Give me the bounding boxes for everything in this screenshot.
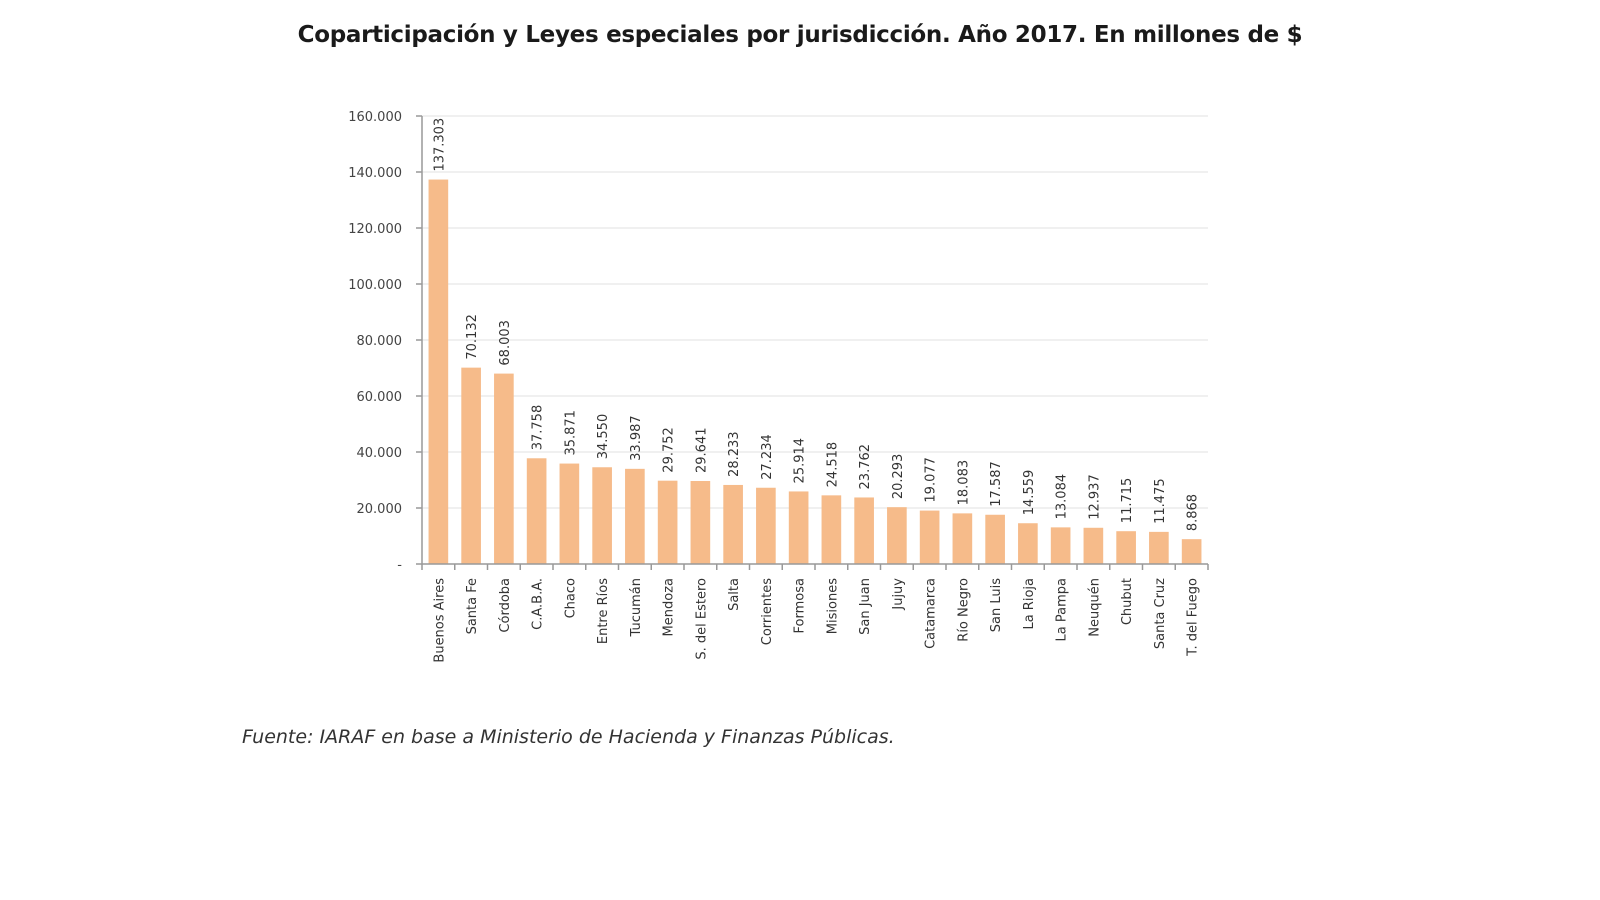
y-tick-label: 80.000 bbox=[357, 334, 403, 349]
category-label: Mendoza bbox=[662, 578, 677, 636]
category-label: T. del Fuego bbox=[1186, 578, 1201, 657]
bar bbox=[1083, 527, 1104, 564]
category-label: C.A.B.A. bbox=[531, 578, 546, 630]
bar bbox=[1050, 527, 1071, 564]
bar bbox=[919, 510, 940, 564]
bar bbox=[559, 463, 580, 564]
data-label: 37.758 bbox=[531, 405, 546, 451]
bar bbox=[625, 468, 645, 564]
category-label: La Rioja bbox=[1022, 578, 1037, 630]
category-label: Salta bbox=[727, 578, 742, 611]
category-label: Misiones bbox=[825, 578, 840, 634]
data-label: 23.762 bbox=[858, 444, 873, 490]
data-label: 34.550 bbox=[596, 414, 611, 460]
y-tick-label: 140.000 bbox=[348, 166, 402, 181]
bar bbox=[1116, 531, 1136, 564]
y-tick-label: 120.000 bbox=[348, 222, 402, 237]
bar bbox=[756, 487, 776, 564]
data-label: 27.234 bbox=[760, 434, 775, 480]
y-tick-label: 20.000 bbox=[357, 502, 403, 517]
bar bbox=[494, 373, 514, 564]
data-label: 8.868 bbox=[1186, 494, 1201, 531]
data-label: 11.475 bbox=[1153, 478, 1168, 524]
category-label: Neuquén bbox=[1087, 578, 1102, 637]
category-label: Catamarca bbox=[924, 578, 939, 649]
x-axis: Buenos Aires Santa Fe Córdoba C.A.B.A. Chaco… bbox=[421, 563, 1209, 663]
category-label: Jujuy bbox=[891, 578, 906, 611]
bar bbox=[985, 514, 1005, 564]
data-label: 29.752 bbox=[662, 427, 677, 473]
data-label: 19.077 bbox=[924, 457, 939, 503]
category-label: Buenos Aires bbox=[432, 578, 447, 663]
data-label: 13.084 bbox=[1055, 474, 1070, 520]
category-label: Santa Fe bbox=[465, 578, 480, 634]
source-note: Fuente: IARAF en base a Ministerio de Ha… bbox=[242, 726, 895, 748]
category-label: La Pampa bbox=[1055, 578, 1070, 641]
data-label: 17.587 bbox=[989, 461, 1004, 507]
bar bbox=[723, 484, 743, 564]
bar bbox=[1018, 523, 1038, 564]
chart-title: Coparticipación y Leyes especiales por j… bbox=[297, 22, 1303, 48]
data-label: 14.559 bbox=[1022, 470, 1037, 516]
data-label: 24.518 bbox=[825, 442, 840, 488]
bar bbox=[526, 458, 547, 564]
y-tick-label: 60.000 bbox=[357, 390, 403, 405]
data-label: 28.233 bbox=[727, 431, 742, 477]
data-label: 68.003 bbox=[498, 320, 513, 366]
y-axis: - 20.000 40.000 60.000 80.000 100.000 120.000 1… bbox=[348, 110, 423, 573]
data-label: 70.132 bbox=[465, 314, 480, 360]
data-label: 20.293 bbox=[891, 454, 906, 500]
gridlines bbox=[422, 115, 1208, 509]
category-label: Córdoba bbox=[498, 578, 513, 633]
category-label: Formosa bbox=[793, 578, 808, 633]
category-label: San Juan bbox=[858, 578, 873, 635]
bar bbox=[428, 179, 449, 564]
bar bbox=[1181, 539, 1202, 564]
bar bbox=[821, 495, 842, 564]
y-tick-label: 160.000 bbox=[348, 110, 402, 125]
y-tick-label: - bbox=[397, 558, 402, 573]
data-label: 33.987 bbox=[629, 415, 644, 461]
category-label: Corrientes bbox=[760, 578, 775, 645]
bar bbox=[952, 513, 973, 564]
category-label: Tucumán bbox=[629, 578, 644, 637]
data-label: 35.871 bbox=[563, 410, 578, 456]
category-label: Santa Cruz bbox=[1153, 578, 1168, 649]
bar bbox=[461, 367, 481, 564]
bar bbox=[690, 481, 711, 564]
data-label: 11.715 bbox=[1120, 478, 1135, 524]
y-tick-label: 40.000 bbox=[357, 446, 403, 461]
y-tick-label: 100.000 bbox=[348, 278, 402, 293]
bar bbox=[788, 491, 809, 564]
category-label: Río Negro bbox=[956, 578, 971, 642]
data-label: 137.303 bbox=[432, 118, 447, 172]
data-label: 12.937 bbox=[1087, 474, 1102, 520]
data-label: 25.914 bbox=[793, 438, 808, 484]
category-label: Chubut bbox=[1120, 578, 1135, 625]
bar bbox=[592, 467, 612, 564]
data-label: 29.641 bbox=[694, 428, 709, 474]
category-label: S. del Estero bbox=[694, 578, 709, 660]
category-label: Entre Ríos bbox=[596, 578, 611, 644]
data-label: 18.083 bbox=[956, 460, 971, 506]
bar bbox=[854, 497, 874, 564]
bar bbox=[1149, 531, 1169, 564]
bars: 137.303 70.132 68.003 37.758 35.871 34.550 33.… bbox=[428, 118, 1202, 564]
category-label: Chaco bbox=[563, 578, 578, 618]
bar bbox=[657, 480, 678, 564]
category-label: San Luis bbox=[989, 578, 1004, 632]
bar bbox=[887, 507, 907, 564]
